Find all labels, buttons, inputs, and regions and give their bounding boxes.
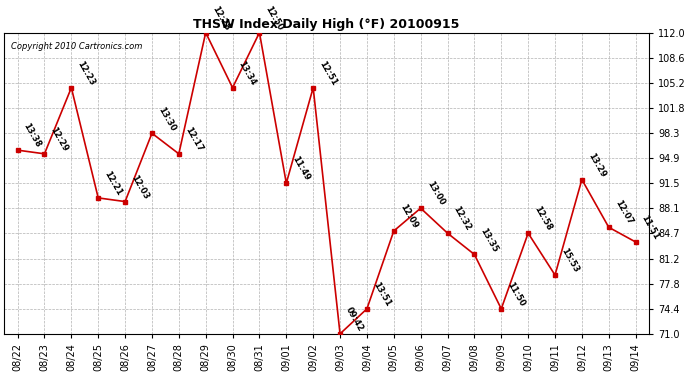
Text: 12:32: 12:32 — [452, 205, 473, 232]
Text: 12:03: 12:03 — [129, 173, 150, 201]
Text: 11:50: 11:50 — [506, 280, 526, 308]
Text: 13:35: 13:35 — [479, 226, 500, 254]
Text: 13:38: 13:38 — [22, 122, 43, 149]
Text: 13:00: 13:00 — [425, 180, 446, 207]
Title: THSW Index Daily High (°F) 20100915: THSW Index Daily High (°F) 20100915 — [193, 18, 460, 32]
Text: 13:34: 13:34 — [237, 59, 258, 87]
Text: 11:49: 11:49 — [290, 155, 312, 182]
Text: 09:42: 09:42 — [344, 306, 365, 333]
Text: Copyright 2010 Cartronics.com: Copyright 2010 Cartronics.com — [10, 42, 142, 51]
Text: 12:07: 12:07 — [613, 199, 634, 226]
Text: 12:23: 12:23 — [75, 59, 97, 87]
Text: 13:29: 13:29 — [586, 151, 607, 179]
Text: 12:29: 12:29 — [48, 125, 70, 153]
Text: 11:51: 11:51 — [640, 213, 661, 241]
Text: 13:30: 13:30 — [156, 105, 177, 132]
Text: 12:09: 12:09 — [398, 202, 419, 230]
Text: 13:51: 13:51 — [371, 280, 392, 308]
Text: 12:51: 12:51 — [317, 59, 339, 87]
Text: 15:53: 15:53 — [559, 247, 580, 274]
Text: 12:58: 12:58 — [532, 205, 553, 232]
Text: 12:50: 12:50 — [264, 4, 285, 32]
Text: 12:28: 12:28 — [210, 4, 231, 32]
Text: 12:17: 12:17 — [183, 125, 204, 153]
Text: 12:21: 12:21 — [102, 170, 124, 197]
